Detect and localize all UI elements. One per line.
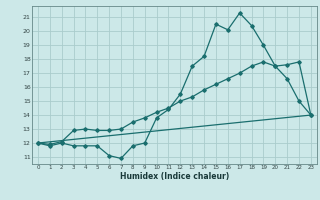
X-axis label: Humidex (Indice chaleur): Humidex (Indice chaleur)	[120, 172, 229, 181]
